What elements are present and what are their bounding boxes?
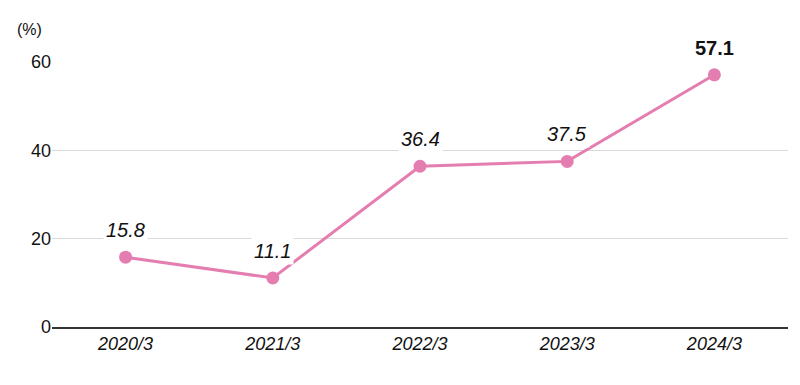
svg-text:60: 60: [31, 52, 51, 72]
svg-text:0: 0: [41, 317, 51, 337]
svg-text:2022/3: 2022/3: [391, 334, 447, 354]
svg-text:2021/3: 2021/3: [244, 334, 300, 354]
svg-text:36.4: 36.4: [401, 128, 440, 150]
svg-text:2023/3: 2023/3: [539, 334, 595, 354]
svg-text:11.1: 11.1: [254, 240, 291, 262]
svg-text:40: 40: [31, 141, 51, 161]
svg-text:2024/3: 2024/3: [686, 334, 742, 354]
svg-text:37.5: 37.5: [547, 123, 587, 145]
svg-text:(%): (%): [17, 21, 42, 38]
svg-text:15.8: 15.8: [106, 219, 145, 241]
svg-text:20: 20: [31, 229, 51, 249]
svg-text:57.1: 57.1: [695, 37, 734, 59]
svg-text:2020/3: 2020/3: [97, 334, 153, 354]
